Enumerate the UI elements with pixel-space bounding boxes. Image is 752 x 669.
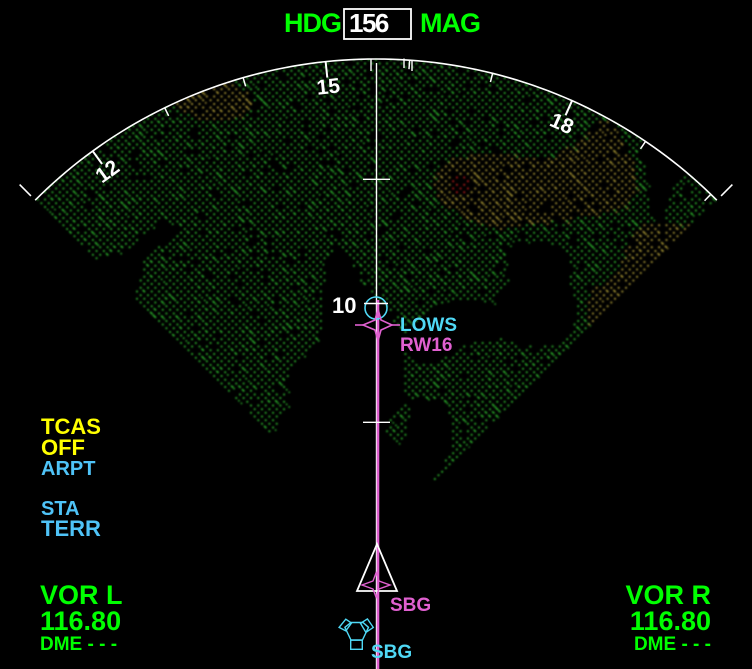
svg-text:12: 12 [91, 156, 123, 188]
svg-text:OFF: OFF [41, 435, 85, 460]
svg-text:10: 10 [332, 293, 356, 318]
svg-text:156: 156 [349, 8, 389, 38]
svg-text:DME - - -: DME - - - [40, 634, 117, 655]
svg-text:SBG: SBG [371, 642, 412, 663]
svg-text:DME - - -: DME - - - [634, 634, 711, 655]
svg-text:SBG: SBG [390, 595, 431, 616]
svg-text:116.80: 116.80 [630, 606, 711, 636]
svg-text:HDG: HDG [284, 8, 341, 38]
svg-text:15: 15 [315, 74, 341, 99]
svg-text:18: 18 [546, 109, 577, 140]
svg-text:ARPT: ARPT [41, 458, 95, 480]
svg-text:RW16: RW16 [400, 335, 452, 356]
svg-text:LOWS: LOWS [400, 315, 457, 336]
svg-text:116.80: 116.80 [40, 606, 121, 636]
svg-text:MAG: MAG [420, 8, 480, 38]
svg-text:TERR: TERR [41, 516, 101, 541]
